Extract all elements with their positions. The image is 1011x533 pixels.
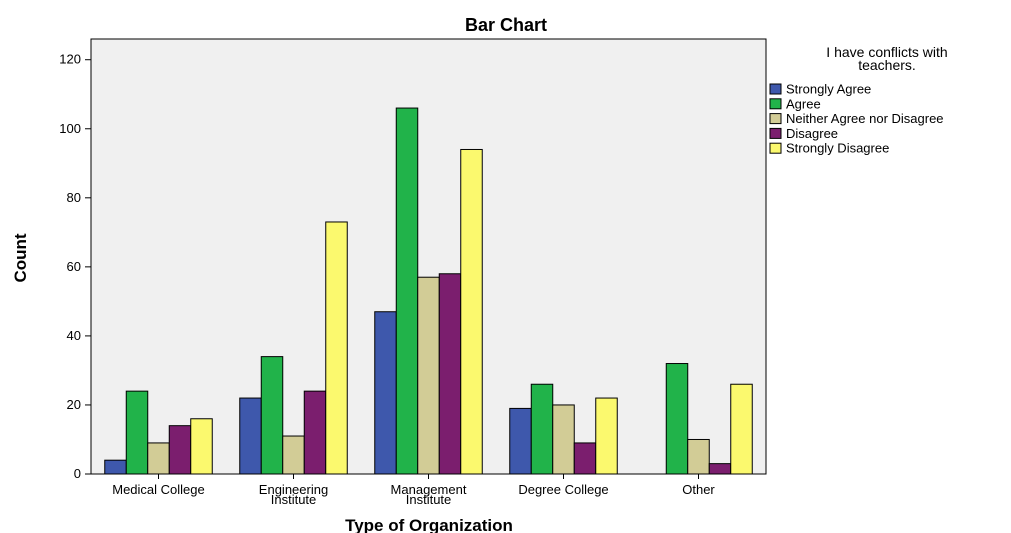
x-tick-label: Engineering: [259, 482, 328, 497]
bar: [374, 311, 397, 475]
y-tick-label: 100: [59, 121, 81, 136]
legend-title: teachers.: [858, 57, 916, 73]
x-axis: Medical College EngineeringInstituteManag…: [112, 474, 715, 507]
x-axis-title: Type of Organization: [345, 516, 513, 533]
x-tick-label: Other: [682, 482, 715, 497]
bar: [665, 363, 689, 475]
legend-label: Disagree: [786, 126, 838, 141]
x-tick-label: Institute: [271, 492, 317, 507]
y-tick-label: 120: [59, 52, 81, 67]
y-tick-label: 80: [67, 190, 81, 205]
bar: [552, 404, 575, 475]
x-tick-label: Degree College: [518, 482, 608, 497]
legend-label: Strongly Disagree: [786, 141, 889, 156]
bar: [239, 397, 262, 475]
bars: [104, 107, 753, 475]
bar: [190, 418, 213, 475]
bar: [687, 438, 710, 475]
legend-swatch: [769, 127, 782, 139]
bar: [438, 273, 462, 475]
legend-label: Agree: [786, 96, 821, 111]
y-tick-label: 40: [67, 328, 81, 343]
bar: [509, 407, 532, 475]
x-tick-label: Institute: [406, 492, 452, 507]
bar: [730, 383, 753, 475]
bar: [460, 148, 483, 475]
legend-label: Strongly Agree: [786, 82, 871, 97]
bar: [125, 390, 149, 475]
bar: [325, 221, 348, 475]
chart-title: Bar Chart: [465, 15, 547, 35]
bar: [530, 383, 554, 475]
bar: [303, 390, 327, 475]
bar: [395, 107, 419, 475]
x-tick-label: Medical College: [112, 482, 205, 497]
bar: [282, 435, 305, 475]
bar: [417, 276, 440, 475]
bar: [573, 442, 597, 475]
bar: [168, 425, 192, 475]
y-tick-label: 20: [67, 397, 81, 412]
legend-swatch: [769, 113, 782, 125]
x-tick-label: Management: [391, 482, 467, 497]
bar: [708, 463, 732, 475]
bar: [147, 442, 170, 475]
bar: [104, 459, 127, 475]
legend-label: Neither Agree nor Disagree: [786, 111, 944, 126]
bar: [595, 397, 618, 475]
y-axis: 0 20 40 60 80 100 120: [59, 52, 91, 481]
legend-title: I have conflicts with: [826, 44, 947, 60]
y-tick-label: 60: [67, 259, 81, 274]
bar: [260, 356, 284, 475]
legend-swatch: [769, 98, 782, 110]
legend-swatch: [769, 83, 782, 95]
y-tick-label: 0: [74, 466, 81, 481]
y-axis-title: Count: [11, 233, 30, 282]
legend-swatch: [769, 142, 782, 154]
